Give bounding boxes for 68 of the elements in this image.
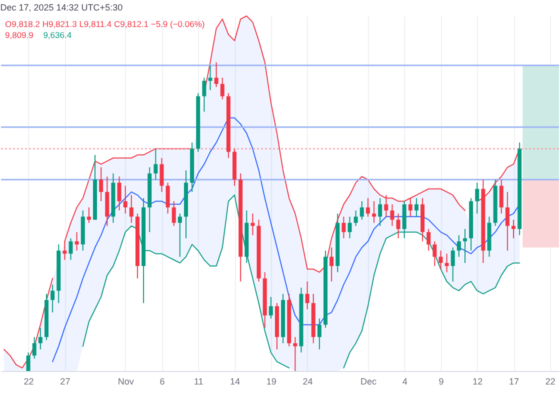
candlestick — [414, 198, 418, 218]
x-tick-label: 24 — [302, 376, 313, 386]
candlestick — [317, 318, 322, 350]
candlestick — [432, 240, 437, 267]
candlestick — [512, 219, 516, 239]
candlestick — [166, 182, 170, 214]
candlestick — [390, 204, 394, 226]
x-tick-label: 27 — [60, 376, 70, 386]
candlestick — [384, 194, 388, 218]
x-tick-label: 17 — [509, 376, 520, 386]
text: O9,818.2 H9,821.3 L9,811.4 C9,812.1 −5.9 (−0.06%) — [5, 19, 205, 29]
x-tick-label: 12 — [472, 376, 483, 386]
candlestick — [450, 247, 455, 282]
x-tick-label: 6 — [160, 376, 165, 386]
x-tick-label: 11 — [194, 376, 204, 386]
candlestick — [438, 250, 443, 270]
candlestick — [372, 200, 376, 224]
candlestick — [268, 296, 273, 320]
candlestick — [172, 200, 176, 226]
candlestick — [378, 198, 382, 226]
candlestick — [354, 210, 358, 226]
candlestick — [160, 158, 164, 192]
candlestick — [220, 77, 224, 100]
candlestick — [208, 64, 212, 91]
candlestick — [330, 247, 334, 282]
candlestick — [99, 166, 104, 202]
candlestick — [154, 148, 158, 180]
candlestick — [360, 200, 364, 220]
x-tick-label: 9 — [438, 376, 444, 386]
candlestick — [505, 191, 510, 252]
candlestick — [342, 216, 346, 239]
x-tick-label: 14 — [230, 376, 240, 386]
candlestick — [86, 206, 91, 224]
candlestick — [202, 77, 206, 112]
candlestick — [366, 198, 370, 218]
candlestick — [444, 253, 449, 273]
candlestick — [499, 179, 504, 214]
candlestick — [68, 238, 73, 260]
text: 9,809.9 — [5, 30, 34, 40]
candlestick — [74, 232, 79, 252]
candlestick — [50, 284, 55, 313]
candlestick — [129, 194, 134, 224]
candlestick — [117, 176, 122, 211]
candlestick — [62, 240, 67, 260]
x-tick-label: 22 — [545, 376, 556, 386]
candlestick — [456, 234, 461, 258]
chart-title: Dec 17, 2025 14:32 UTC+5:30 — [0, 2, 123, 12]
candlestick — [348, 216, 352, 239]
candlestick — [305, 280, 310, 310]
candlestick — [462, 228, 467, 264]
x-tick-label: 4 — [402, 376, 408, 386]
candlestick — [396, 213, 400, 239]
candlestick — [26, 352, 30, 372]
candlestick — [250, 213, 255, 236]
candlestick — [475, 182, 480, 214]
x-tick-label: 22 — [24, 376, 34, 386]
candlestick — [214, 62, 218, 88]
candlestick — [293, 336, 298, 372]
x-tick-label: Dec — [360, 376, 377, 386]
candlestick — [32, 336, 36, 360]
candlestick — [178, 213, 182, 258]
candlestick — [408, 198, 412, 218]
candlestick — [123, 185, 128, 214]
x-tick-label: 19 — [266, 376, 276, 386]
candlestick — [426, 228, 431, 252]
candlestick — [38, 327, 42, 350]
text: 9,636.4 — [43, 30, 72, 40]
x-tick-label: Nov — [118, 376, 134, 386]
